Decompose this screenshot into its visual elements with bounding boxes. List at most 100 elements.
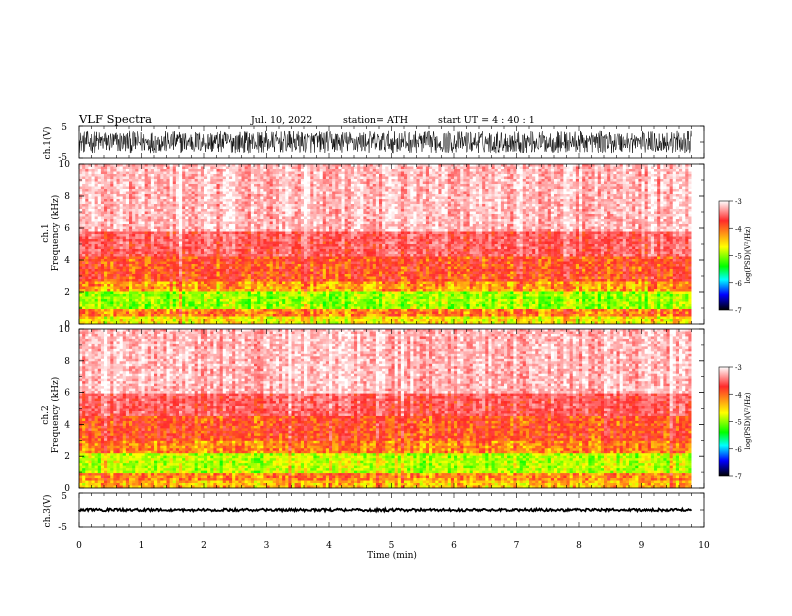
- spectrogram-cell: [638, 209, 641, 212]
- spectrogram-cell: [642, 194, 645, 197]
- spectrogram-cell: [657, 204, 660, 207]
- spectrogram-cell: [688, 182, 691, 185]
- spectrogram-cell: [217, 169, 220, 172]
- spectrogram-cell: [573, 222, 576, 225]
- spectrogram-cell: [638, 172, 641, 175]
- spectrogram-cell: [107, 217, 110, 220]
- spectrogram-cell: [404, 174, 407, 177]
- spectrogram-cell: [501, 172, 504, 175]
- spectrogram-cell: [473, 212, 476, 215]
- spectrogram-cell: [292, 202, 295, 205]
- spectrogram-cell: [510, 199, 513, 202]
- spectrogram-cell: [292, 204, 295, 207]
- spectrogram-cell: [220, 207, 223, 210]
- spectrogram-cell: [417, 177, 420, 180]
- spectrogram-cell: [135, 217, 138, 220]
- spectrogram-cell: [257, 177, 260, 180]
- spectrogram-cell: [526, 179, 529, 182]
- spectrogram-cell: [179, 224, 182, 227]
- spectrogram-cell: [120, 219, 123, 222]
- spectrogram-cell: [660, 202, 663, 205]
- spectrogram-cell: [435, 224, 438, 227]
- spectrogram-cell: [688, 219, 691, 222]
- spectrogram-cell: [538, 169, 541, 172]
- spectrogram-cell: [113, 219, 116, 222]
- spectrogram-cell: [195, 189, 198, 192]
- spectrogram-cell: [667, 224, 670, 227]
- spectrogram-cell: [263, 202, 266, 205]
- spectrogram-cell: [182, 222, 185, 225]
- spectrogram-cell: [682, 224, 685, 227]
- spectrogram-cell: [338, 224, 341, 227]
- spectrogram-cell: [163, 197, 166, 200]
- spectrogram-cell: [260, 182, 263, 185]
- spectrogram-cell: [448, 207, 451, 210]
- spectrogram-cell: [598, 172, 601, 175]
- spectrogram-cell: [401, 202, 404, 205]
- spectrogram-cell: [445, 202, 448, 205]
- spectrogram-cell: [613, 222, 616, 225]
- spectrogram-cell: [376, 179, 379, 182]
- spectrogram-cell: [238, 224, 241, 227]
- spectrogram-cell: [388, 212, 391, 215]
- spectrogram-cell: [235, 217, 238, 220]
- spectrogram-cell: [598, 192, 601, 195]
- spectrogram-cell: [198, 207, 201, 210]
- spectrogram-cell: [295, 227, 298, 230]
- spectrogram-cell: [401, 187, 404, 190]
- spectrogram-cell: [176, 227, 179, 230]
- spectrogram-cell: [101, 184, 104, 187]
- spectrogram-cell: [273, 182, 276, 185]
- spectrogram-cell: [235, 227, 238, 230]
- spectrogram-cell: [526, 172, 529, 175]
- spectrogram-cell: [613, 214, 616, 217]
- spectrogram-cell: [682, 179, 685, 182]
- spectrogram-cell: [148, 192, 151, 195]
- spectrogram-cell: [373, 194, 376, 197]
- spectrogram-cell: [682, 174, 685, 177]
- spectrogram-cell: [251, 217, 254, 220]
- spectrogram-cell: [101, 209, 104, 212]
- spectrogram-cell: [582, 194, 585, 197]
- spectrogram-cell: [429, 224, 432, 227]
- spectrogram-cell: [238, 214, 241, 217]
- spectrogram-cell: [457, 174, 460, 177]
- spectrogram-cell: [560, 189, 563, 192]
- spectrogram-cell: [204, 167, 207, 170]
- spectrogram-cell: [510, 194, 513, 197]
- spectrogram-cell: [410, 172, 413, 175]
- spectrogram-cell: [670, 207, 673, 210]
- spectrogram-cell: [101, 199, 104, 202]
- spectrogram-cell: [185, 207, 188, 210]
- spectrogram-cell: [438, 192, 441, 195]
- spectrogram-cell: [542, 222, 545, 225]
- spectrogram-cell: [679, 184, 682, 187]
- spectrogram-cell: [629, 217, 632, 220]
- spectrogram-cell: [157, 207, 160, 210]
- spectrogram-cell: [651, 184, 654, 187]
- spectrogram-cell: [242, 194, 245, 197]
- spectrogram-cell: [454, 224, 457, 227]
- spectrogram-cell: [532, 194, 535, 197]
- spectrogram-cell: [82, 207, 85, 210]
- spectrogram-cell: [479, 219, 482, 222]
- spectrogram-cell: [267, 179, 270, 182]
- spectrogram-cell: [323, 184, 326, 187]
- spectrogram-cell: [660, 182, 663, 185]
- spectrogram-cell: [223, 192, 226, 195]
- spectrogram-cell: [179, 192, 182, 195]
- spectrogram-cell: [388, 169, 391, 172]
- spectrogram-cell: [604, 204, 607, 207]
- spectrogram-cell: [132, 222, 135, 225]
- spectrogram-cell: [567, 207, 570, 210]
- spectrogram-cell: [617, 217, 620, 220]
- spectrogram-cell: [163, 209, 166, 212]
- spectrogram-cell: [395, 179, 398, 182]
- spectrogram-cell: [157, 192, 160, 195]
- spectrogram-cell: [663, 219, 666, 222]
- spectrogram-cell: [104, 192, 107, 195]
- spectrogram-cell: [154, 207, 157, 210]
- spectrogram-cell: [638, 177, 641, 180]
- spectrogram-cell: [604, 192, 607, 195]
